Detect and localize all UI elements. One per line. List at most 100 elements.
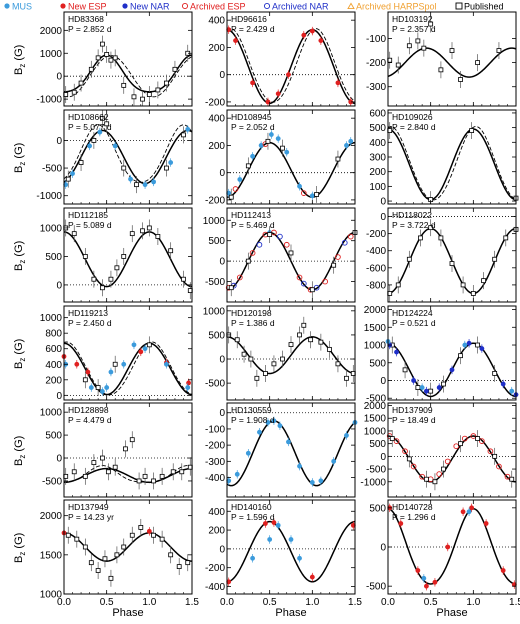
data-point bbox=[460, 282, 466, 288]
y-tick-label: 1500 bbox=[364, 414, 387, 425]
data-point bbox=[432, 579, 438, 585]
y-tick-label: -100 bbox=[366, 34, 386, 45]
plot-frame bbox=[226, 499, 356, 595]
x-tick-label: 0.0 bbox=[381, 597, 395, 608]
data-point bbox=[509, 476, 515, 482]
x-tick-label: 0.0 bbox=[220, 597, 234, 608]
data-point bbox=[237, 177, 243, 182]
data-point bbox=[168, 248, 174, 254]
data-point bbox=[393, 438, 400, 444]
period-label: P = 2.429 d bbox=[231, 24, 275, 34]
data-point bbox=[131, 342, 137, 348]
data-point bbox=[78, 160, 84, 165]
period-label: P = 2.840 d bbox=[392, 122, 436, 132]
data-point bbox=[461, 435, 468, 442]
y-tick-label: 1000 bbox=[203, 306, 226, 317]
data-point bbox=[280, 356, 285, 362]
star-name: HD103192 bbox=[392, 14, 433, 24]
y-tick-label: -500 bbox=[205, 379, 225, 390]
y-tick-label: 0 bbox=[56, 72, 62, 83]
y-tick-label: 0 bbox=[219, 408, 225, 419]
data-point bbox=[296, 274, 303, 281]
legend-entry: Published bbox=[455, 2, 504, 12]
data-point bbox=[104, 385, 110, 390]
data-point bbox=[114, 552, 120, 558]
data-point bbox=[181, 132, 186, 138]
data-point bbox=[492, 370, 498, 376]
data-point bbox=[129, 437, 135, 443]
data-point bbox=[105, 469, 111, 475]
y-tick-label: -400 bbox=[205, 582, 225, 593]
y-tick-label: 400 bbox=[45, 360, 62, 371]
legend-entry: Archived NAR bbox=[263, 2, 329, 12]
y-tick-label: -1000 bbox=[36, 95, 62, 106]
plot-frame bbox=[63, 207, 193, 303]
y-tick-label: -500 bbox=[42, 476, 62, 487]
data-point bbox=[121, 254, 127, 259]
y-axis-label: Bz (G) bbox=[13, 436, 27, 466]
legend-label: Archived HARPSpol bbox=[356, 2, 437, 12]
x-tick-label: 1.0 bbox=[466, 597, 480, 608]
data-point bbox=[441, 381, 446, 387]
data-point bbox=[415, 568, 421, 573]
data-point bbox=[286, 439, 291, 445]
star-name: HD130559 bbox=[231, 405, 272, 415]
data-point bbox=[469, 505, 475, 511]
data-point bbox=[418, 235, 423, 241]
fit-curve-alt bbox=[388, 126, 516, 201]
data-point bbox=[483, 521, 489, 526]
data-point bbox=[151, 478, 157, 484]
data-point bbox=[496, 48, 502, 53]
data-point bbox=[249, 250, 256, 256]
y-tick-label: 200 bbox=[208, 141, 225, 152]
star-name: HD140160 bbox=[231, 502, 272, 512]
data-point bbox=[500, 381, 506, 387]
y-tick-label: -200 bbox=[205, 563, 225, 574]
data-point bbox=[406, 43, 412, 49]
data-point bbox=[309, 287, 315, 293]
data-point bbox=[297, 463, 302, 469]
x-tick-label: 0.0 bbox=[57, 597, 71, 608]
data-point bbox=[275, 522, 281, 528]
data-point bbox=[104, 52, 110, 57]
y-tick-label: 2000 bbox=[40, 511, 63, 522]
x-tick-label: 1.5 bbox=[348, 597, 362, 608]
data-point bbox=[318, 339, 324, 345]
data-point bbox=[479, 346, 485, 351]
data-point bbox=[82, 544, 88, 550]
data-point bbox=[146, 225, 152, 231]
data-point bbox=[172, 66, 178, 72]
y-axis-label: Bz (G) bbox=[13, 241, 27, 271]
fit-curve bbox=[64, 54, 192, 93]
data-point bbox=[428, 388, 434, 394]
data-point bbox=[91, 276, 97, 282]
star-name: HD119213 bbox=[68, 308, 108, 318]
legend-entry: Archived HARPSpol bbox=[347, 2, 437, 12]
star-name: HD137949 bbox=[68, 502, 109, 512]
data-point bbox=[460, 509, 466, 515]
data-point bbox=[128, 176, 133, 182]
data-point bbox=[262, 371, 268, 376]
plot-frame bbox=[63, 402, 193, 498]
x-tick-label: 1.5 bbox=[185, 597, 199, 608]
y-tick-label: 0 bbox=[219, 70, 225, 81]
y-tick-label: 1000 bbox=[364, 426, 387, 437]
data-point bbox=[344, 433, 349, 438]
y-tick-label: -300 bbox=[366, 82, 386, 93]
data-point bbox=[185, 385, 191, 390]
data-point bbox=[226, 579, 232, 585]
data-point bbox=[134, 182, 139, 188]
data-point bbox=[112, 361, 118, 367]
data-point bbox=[232, 186, 239, 192]
plot-frame bbox=[387, 207, 517, 303]
y-tick-label: 300 bbox=[369, 153, 386, 164]
y-tick-label: -500 bbox=[205, 277, 225, 288]
plot-frame bbox=[226, 402, 356, 498]
legend-entry: New ESP bbox=[60, 2, 107, 12]
data-point bbox=[185, 126, 191, 132]
fit-curve-alt bbox=[64, 341, 192, 396]
data-point bbox=[155, 87, 161, 93]
fit-curve-alt bbox=[64, 55, 192, 98]
